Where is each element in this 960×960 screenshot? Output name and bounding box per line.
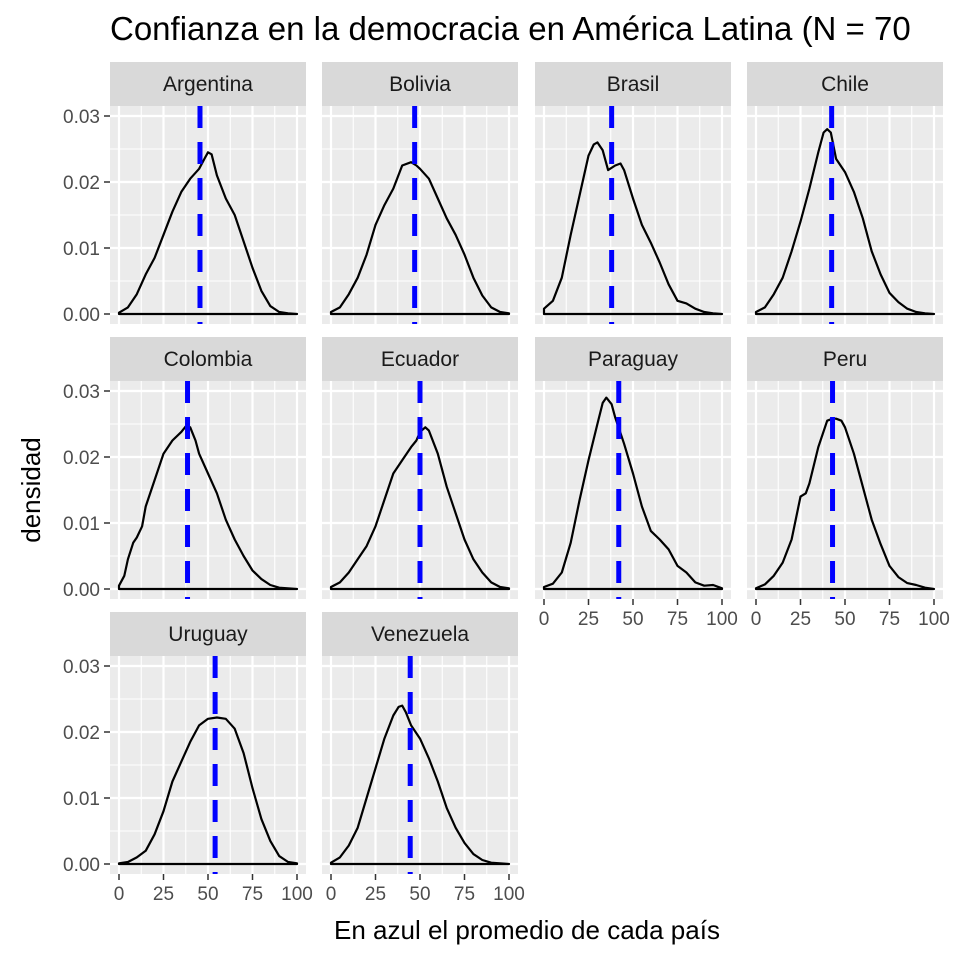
x-tick-label: 25	[578, 609, 599, 630]
strip-background	[535, 62, 731, 106]
strip-background	[322, 337, 518, 381]
facet-panel-uruguay: Uruguay 0.00 0.01 0.02 0.03 0 25 50 75 100	[63, 612, 313, 905]
y-tick-label: 0.00	[63, 580, 100, 601]
strip-label: Brasil	[607, 73, 660, 96]
strip-background	[110, 62, 306, 106]
density-curve	[117, 716, 299, 866]
strip-label: Bolivia	[389, 73, 451, 96]
x-tick-label: 0	[539, 609, 550, 630]
x-tick-label: 100	[281, 884, 313, 905]
facet-panel-bolivia: Bolivia	[322, 62, 518, 324]
facet-panel-paraguay: Paraguay 0 25 50 75 100	[535, 337, 738, 630]
facet-panel-peru: Peru 0 25 50 75 100	[747, 337, 950, 630]
y-tick-label: 0.01	[63, 789, 100, 810]
facet-panel-brasil: Brasil	[535, 62, 731, 324]
x-tick-label: 25	[153, 884, 174, 905]
y-tick-label: 0.00	[63, 855, 100, 876]
x-tick-label: 0	[326, 884, 337, 905]
density-curve	[329, 704, 511, 866]
strip-background	[322, 612, 518, 656]
strip-background	[747, 337, 943, 381]
density-curve	[754, 128, 936, 316]
x-tick-label: 50	[834, 609, 855, 630]
strip-label: Ecuador	[381, 348, 459, 371]
x-tick-label: 0	[751, 609, 762, 630]
density-curve	[117, 424, 299, 591]
y-tick-label: 0.01	[63, 514, 100, 535]
x-tick-label: 25	[365, 884, 386, 905]
x-tick-label: 100	[706, 609, 738, 630]
facet-panel-argentina: Argentina 0.00 0.01 0.02 0.03	[63, 62, 306, 326]
strip-background	[747, 62, 943, 106]
density-curve	[329, 426, 511, 591]
strip-label: Colombia	[164, 348, 253, 371]
x-tick-label: 75	[242, 884, 263, 905]
strip-background	[110, 612, 306, 656]
strip-label: Chile	[821, 73, 869, 96]
strip-background	[110, 337, 306, 381]
x-tick-label: 50	[622, 609, 643, 630]
density-curve	[117, 151, 299, 316]
y-tick-label: 0.02	[63, 173, 100, 194]
y-tick-label: 0.03	[63, 382, 100, 403]
x-tick-label: 100	[493, 884, 525, 905]
x-tick-label: 75	[879, 609, 900, 630]
y-tick-label: 0.02	[63, 448, 100, 469]
y-tick-label: 0.00	[63, 305, 100, 326]
density-curve	[542, 396, 724, 591]
x-tick-label: 75	[667, 609, 688, 630]
density-curve	[754, 417, 936, 591]
y-tick-label: 0.03	[63, 107, 100, 128]
y-tick-label: 0.02	[63, 723, 100, 744]
chart-title: Confianza en la democracia en América La…	[110, 10, 911, 47]
y-tick-label: 0.03	[63, 657, 100, 678]
strip-label: Uruguay	[168, 623, 248, 646]
strip-label: Venezuela	[371, 623, 469, 646]
facet-panel-colombia: Colombia 0.00 0.01 0.02 0.03	[63, 337, 306, 601]
facet-panel-chile: Chile	[747, 62, 943, 324]
density-curve	[542, 141, 724, 316]
y-axis-title: densidad	[16, 437, 46, 543]
x-tick-label: 50	[409, 884, 430, 905]
x-axis-title: En azul el promedio de cada país	[334, 915, 720, 945]
x-tick-label: 0	[114, 884, 125, 905]
x-tick-label: 25	[790, 609, 811, 630]
x-tick-label: 100	[918, 609, 950, 630]
density-curve	[329, 161, 511, 316]
facet-panel-ecuador: Ecuador	[322, 337, 518, 599]
x-tick-label: 75	[454, 884, 475, 905]
y-tick-label: 0.01	[63, 239, 100, 260]
strip-background	[322, 62, 518, 106]
strip-label: Argentina	[163, 73, 253, 96]
facet-panel-venezuela: Venezuela 0 25 50 75 100	[322, 612, 525, 905]
strip-label: Paraguay	[588, 348, 678, 371]
facet-panels: Argentina 0.00 0.01 0.02 0.03 Bolivia Brasil Ch…	[63, 62, 950, 905]
x-tick-label: 50	[197, 884, 218, 905]
strip-background	[535, 337, 731, 381]
strip-label: Peru	[823, 348, 867, 371]
